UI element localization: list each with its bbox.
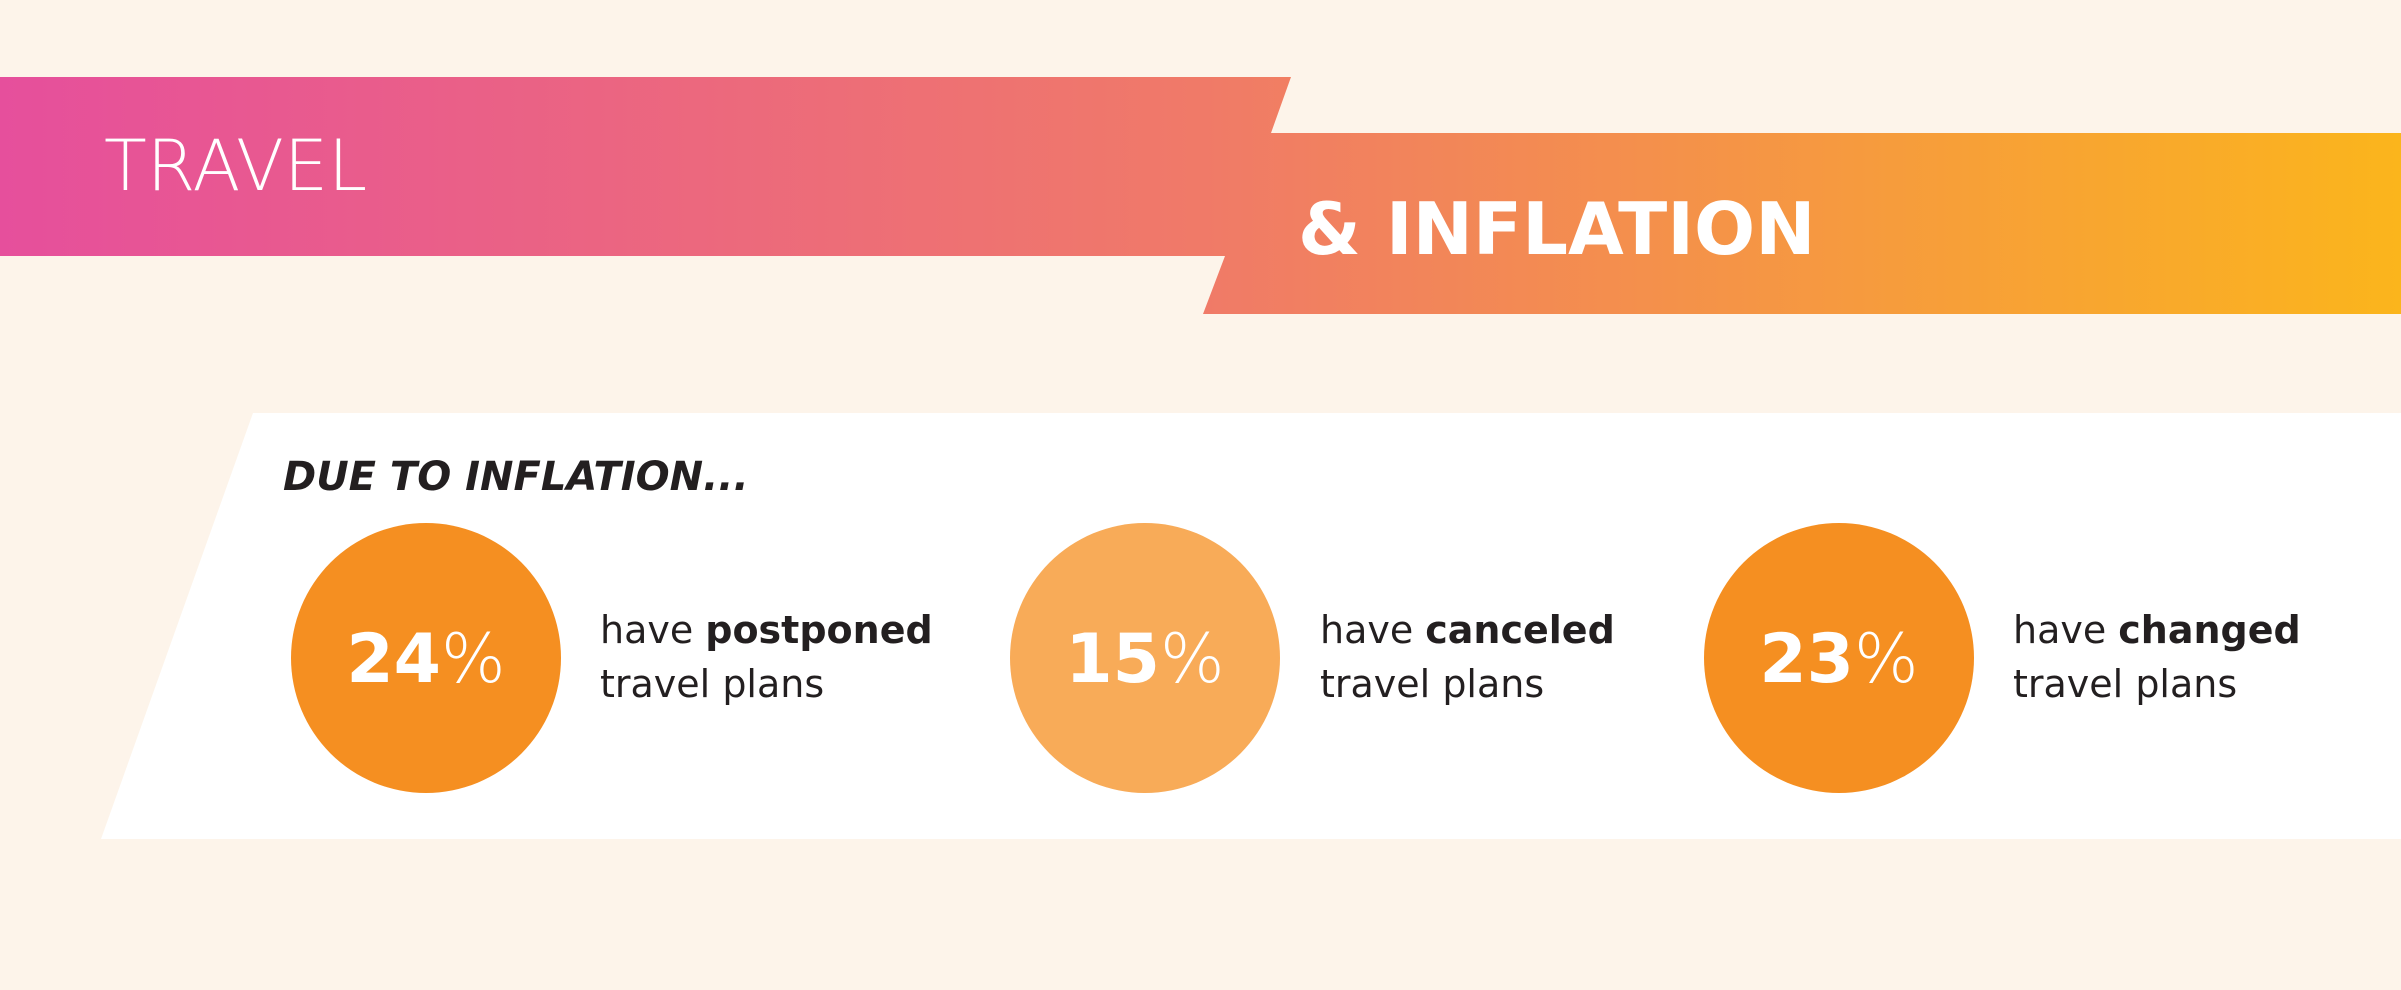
stat-unit: % [1854, 620, 1919, 699]
header-title: TRAVEL [104, 125, 367, 207]
stat-text-before: have [1320, 608, 1413, 652]
stat-number: 15% [1065, 620, 1224, 699]
stat-line-2: travel plans [1320, 662, 1544, 706]
stat-unit: % [441, 620, 506, 699]
stat-number: 24% [346, 620, 505, 699]
header-band [0, 77, 2401, 314]
stat-emphasis: canceled [1425, 608, 1615, 652]
stat-line-1: have changed [2013, 608, 2301, 652]
stat-circle [1010, 523, 1280, 793]
stat-emphasis: postponed [705, 608, 932, 652]
stat-emphasis: changed [2118, 608, 2300, 652]
stat-number: 23% [1759, 620, 1918, 699]
stat-text-before: have [600, 608, 693, 652]
stat-unit: % [1160, 620, 1225, 699]
stat-line-1: have canceled [1320, 608, 1615, 652]
stats: 24% have postponed travel plans 15% have cance… [291, 523, 2301, 793]
stat-value: 23 [1759, 620, 1854, 699]
header-subtitle: & INFLATION [1298, 187, 1815, 271]
panel-heading: DUE TO INFLATION... [283, 454, 749, 500]
stat-text-before: have [2013, 608, 2106, 652]
stat-circle [1704, 523, 1974, 793]
stat-value: 24 [346, 620, 441, 699]
stat-value: 15 [1065, 620, 1160, 699]
stat-circle [291, 523, 561, 793]
stat-line-1: have postponed [600, 608, 933, 652]
stat-line-2: travel plans [600, 662, 824, 706]
stat-line-2: travel plans [2013, 662, 2237, 706]
